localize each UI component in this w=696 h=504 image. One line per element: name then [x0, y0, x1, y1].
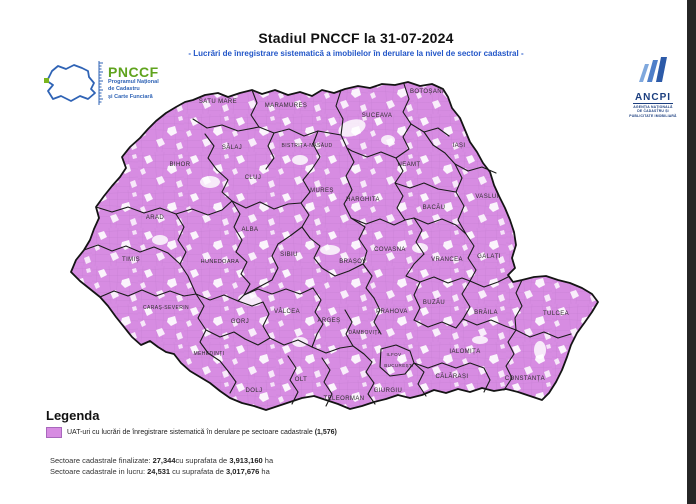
county-label-neamț: NEAMȚ: [398, 162, 421, 168]
county-label-suceava: SUCEAVA: [362, 113, 393, 119]
county-label-galați: GALAȚI: [477, 254, 501, 260]
ancpi-name-line1: AGENȚIA NAȚIONALĂ: [633, 105, 673, 109]
county-label-tulcea: TULCEA: [543, 311, 569, 317]
pnccf-name-line3: și Carte Funciară: [108, 93, 153, 100]
county-label-dâmbovița: DÂMBOVIȚA: [348, 329, 381, 336]
pnccf-logo: PNCCF Programul Național de Cadastru și …: [42, 56, 174, 110]
pnccf-text: PNCCF Programul Național de Cadastru și …: [108, 65, 159, 101]
county-label-brăila: BRĂILA: [474, 309, 498, 316]
ancpi-logo: ANCPI AGENȚIA NAȚIONALĂ DE CADASTRU ȘI P…: [616, 55, 690, 118]
county-label-călărași: CĂLĂRAȘI: [436, 373, 469, 380]
county-label-cluj: CLUJ: [245, 175, 262, 181]
stat-finalizate-mid: cu suprafata de: [175, 456, 230, 465]
legend-swatch: [46, 427, 62, 438]
ancpi-acronym: ANCPI: [632, 92, 674, 104]
county-label-satu-mare: SATU MARE: [199, 99, 237, 105]
stat-in-lucru-area: 3,017,676: [225, 466, 260, 476]
county-label-arad: ARAD: [146, 215, 165, 221]
stat-in-lucru: Sectoare cadastrale in lucru: 24,531 cu …: [50, 467, 273, 478]
legend: Legenda UAT-uri cu lucrări de înregistra…: [46, 408, 337, 438]
county-label-mureș: MUREȘ: [310, 188, 334, 194]
county-label-argeș: ARGEȘ: [317, 318, 340, 324]
county-label-vaslui: VASLUI: [475, 194, 498, 200]
county-label-sibiu: SIBIU: [280, 252, 298, 258]
pnccf-name-line2: de Cadastru: [108, 86, 140, 93]
pnccf-acronym: PNCCF: [108, 63, 159, 80]
stat-in-lucru-mid: cu suprafata de: [170, 466, 226, 476]
legend-item: UAT-uri cu lucrări de înregistrare siste…: [46, 427, 337, 438]
stat-in-lucru-count: 24,531: [147, 466, 171, 476]
county-label-maramureș: MARAMUREȘ: [265, 103, 308, 109]
stat-in-lucru-unit: ha: [259, 466, 270, 476]
county-label-sălaj: SĂLAJ: [222, 144, 242, 151]
county-label-bucurești: BUCUREȘTI: [384, 363, 414, 368]
county-label-ilfov: ILFOV: [386, 352, 401, 357]
ancpi-name-line2: DE CADASTRU ȘI: [637, 109, 669, 114]
legend-label: UAT-uri cu lucrări de înregistrare siste…: [67, 429, 337, 436]
county-label-timiș: TIMIȘ: [122, 257, 140, 263]
county-label-olt: OLT: [295, 377, 307, 383]
county-label-covasna: COVASNA: [374, 247, 406, 253]
stat-in-lucru-label: Sectoare cadastrale in lucru:: [50, 466, 148, 476]
legend-label-text: UAT-uri cu lucrări de înregistrare siste…: [67, 429, 315, 436]
ancpi-name-line3: PUBLICITATE IMOBILIARĂ: [629, 113, 677, 118]
county-label-vâlcea: VÂLCEA: [274, 308, 300, 315]
county-label-teleorman: TELEORMAN: [324, 396, 365, 402]
county-labels: SATU MARE MARAMUREȘ BOTOȘANI SUCEAVA SĂLAJ BI…: [122, 89, 569, 402]
county-label-constanța: CONSTANȚA: [505, 376, 545, 382]
pnccf-romania-icon: [44, 61, 103, 105]
header: Stadiul PNCCF la 31-07-2024 - Lucrări de…: [0, 30, 688, 58]
county-boundaries: [83, 83, 572, 407]
legend-heading: Legenda: [46, 408, 100, 423]
stat-finalizate-count: 27,344: [152, 456, 176, 465]
statistics: Sectoare cadastrale finalizate: 27,344cu…: [50, 456, 273, 478]
county-label-dolj: DOLJ: [246, 388, 263, 394]
county-label-giurgiu: GIURGIU: [374, 388, 402, 394]
stat-finalizate: Sectoare cadastrale finalizate: 27,344cu…: [50, 456, 273, 467]
county-label-bacău: BACĂU: [423, 204, 446, 211]
county-label-bistrița-năsăud: BISTRIȚA-NĂSĂUD: [281, 142, 332, 149]
ancpi-flag-icon: [639, 57, 667, 82]
stat-finalizate-unit: ha: [262, 456, 274, 465]
legend-count: (1,576): [314, 429, 337, 436]
page-title: Stadiul PNCCF la 31-07-2024: [258, 30, 454, 46]
county-label-alba: ALBA: [242, 227, 259, 233]
county-label-hunedoara: HUNEDOARA: [201, 259, 240, 265]
county-label-ialomița: IALOMIȚA: [449, 349, 480, 355]
ruler-icon: [98, 61, 103, 105]
window-edge: [687, 0, 696, 504]
county-label-caraș-severin: CARAȘ-SEVERIN: [143, 305, 189, 311]
county-label-botoșani: BOTOȘANI: [410, 89, 444, 95]
uncovered-areas: [152, 119, 546, 359]
stat-finalizate-area: 3,913,160: [229, 456, 263, 465]
county-label-vrancea: VRANCEA: [431, 257, 463, 263]
stat-finalizate-label: Sectoare cadastrale finalizate:: [50, 456, 153, 465]
county-label-mehedinți: MEHEDINȚI: [193, 351, 224, 357]
page-subtitle: - Lucrări de înregistrare sistematică a …: [188, 49, 524, 58]
county-label-brașov: BRAȘOV: [339, 259, 366, 265]
county-label-buzău: BUZĂU: [423, 299, 445, 306]
pnccf-name-line1: Programul Național: [108, 78, 159, 85]
county-label-harghita: HARGHITA: [346, 197, 380, 203]
county-label-gorj: GORJ: [231, 319, 249, 325]
county-label-prahova: PRAHOVA: [376, 309, 408, 315]
county-label-bihor: BIHOR: [169, 162, 190, 168]
county-label-iași: IAȘI: [453, 143, 466, 149]
